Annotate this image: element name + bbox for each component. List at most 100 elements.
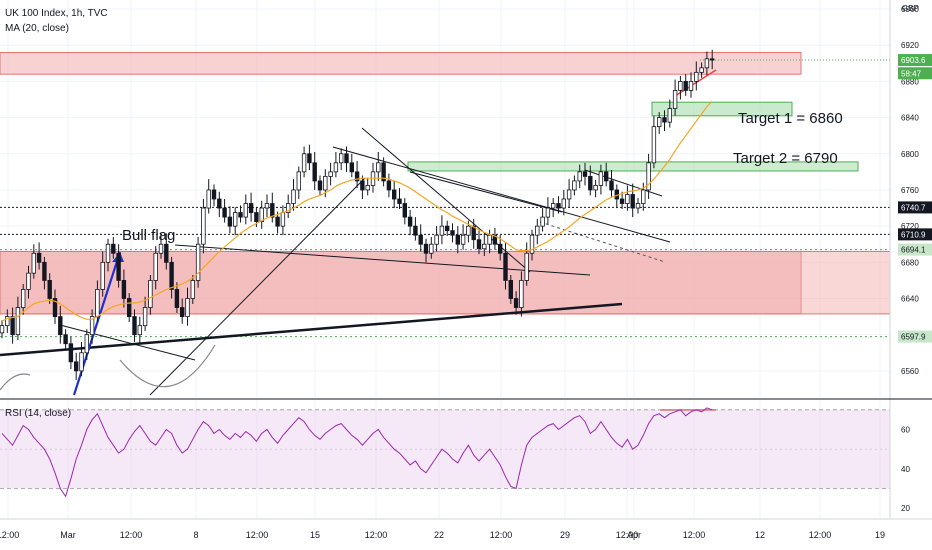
candle-body xyxy=(556,203,561,209)
price-label-bg xyxy=(898,228,932,241)
candle-body xyxy=(582,171,588,177)
curve-arc-left xyxy=(0,373,31,391)
candle-body xyxy=(243,203,248,218)
rising-trendline xyxy=(149,177,366,396)
candle-body xyxy=(79,352,84,372)
candle-body xyxy=(460,234,466,245)
candle-body xyxy=(407,216,413,227)
candle-body xyxy=(381,162,386,182)
price-tick-label: 6880 xyxy=(901,77,919,86)
time-tick-label: 12:00 xyxy=(246,530,269,540)
descending-trendline xyxy=(332,146,671,243)
rsi-series-line xyxy=(1,407,713,498)
candle-body xyxy=(179,307,185,317)
candle-body xyxy=(471,225,476,241)
price-label-bg xyxy=(898,330,932,343)
steep-trendline xyxy=(361,127,531,273)
price-label-bg xyxy=(898,54,932,67)
candle-body xyxy=(232,212,238,227)
candle-body xyxy=(158,243,164,254)
price-label: 6740.7 xyxy=(901,203,926,212)
candle-body xyxy=(227,216,233,227)
lower-trendline xyxy=(174,244,591,276)
candle-body xyxy=(503,252,508,281)
candle-body xyxy=(42,261,47,281)
candle-body xyxy=(476,239,482,250)
candle-body xyxy=(89,316,95,336)
candle-body xyxy=(195,243,201,281)
candle-body xyxy=(185,298,190,317)
candle-body xyxy=(566,189,572,200)
candle-body xyxy=(657,117,662,128)
time-tick-label: 8 xyxy=(193,530,198,540)
candle-body xyxy=(84,334,89,354)
candle-body xyxy=(68,343,74,363)
candle-body xyxy=(349,162,354,173)
candle-body xyxy=(572,180,577,191)
candle-body xyxy=(688,81,694,91)
time-tick-label: 12:00 xyxy=(683,530,706,540)
candle-body xyxy=(190,280,195,299)
candle-body xyxy=(455,234,460,245)
ma-series-line xyxy=(1,100,713,322)
time-tick-label: 12:00 xyxy=(490,530,513,540)
candle-body xyxy=(100,261,105,290)
symbol-header: UK 100 Index, 1h, TVC xyxy=(5,8,108,19)
candle-body xyxy=(5,316,10,327)
red-divergence-line xyxy=(674,69,717,97)
candle-body xyxy=(551,203,556,209)
candle-body xyxy=(444,225,450,232)
drawings xyxy=(0,69,717,411)
long-support-trendline xyxy=(0,302,623,357)
candle-body xyxy=(238,212,243,218)
price-tick-label: 6760 xyxy=(901,186,919,195)
price-tick-label: 6560 xyxy=(901,367,919,376)
price-label: 6694.1 xyxy=(901,246,926,255)
candle-body xyxy=(270,203,275,218)
level-lines xyxy=(0,59,890,338)
candle-body xyxy=(630,194,635,209)
candles xyxy=(0,49,715,380)
candle-body xyxy=(323,175,328,191)
time-tick-label: 12:00 xyxy=(120,530,143,540)
rsi-tick-label: 40 xyxy=(901,465,910,474)
annotation-texts: Bull flag Target 1 = 6860 Target 2 = 679… xyxy=(5,110,843,419)
time-tick-label: Mar xyxy=(60,530,76,540)
candle-body xyxy=(497,243,503,254)
candle-body xyxy=(376,162,381,173)
candle-body xyxy=(248,203,254,213)
candle-body xyxy=(360,180,365,191)
candle-body xyxy=(492,234,498,245)
candle-body xyxy=(487,234,492,245)
price-label: 58:47 xyxy=(901,69,922,78)
price-tick-label: 6800 xyxy=(901,150,919,159)
candle-body xyxy=(508,280,513,299)
candle-body xyxy=(662,117,667,123)
candle-body xyxy=(391,189,397,200)
candle-body xyxy=(678,81,683,91)
candle-body xyxy=(0,325,5,334)
candle-body xyxy=(95,289,100,317)
bull-flag-label: Bull flag xyxy=(122,227,175,244)
price-tick-label: 6920 xyxy=(901,41,919,50)
candle-body xyxy=(338,153,344,164)
rsi-tick-label: 60 xyxy=(901,426,910,435)
candle-body xyxy=(641,189,646,204)
price-label-bg xyxy=(898,243,932,256)
upper-channel xyxy=(409,171,563,213)
price-tick-label: 6680 xyxy=(901,258,919,267)
candle-body xyxy=(593,185,598,191)
candle-body xyxy=(296,171,301,191)
candle-body xyxy=(47,280,52,299)
candle-body xyxy=(254,212,259,223)
rsi-tick-label: 20 xyxy=(901,504,910,513)
ma-line xyxy=(1,100,713,322)
candle-body xyxy=(328,171,333,177)
candle-body xyxy=(619,198,625,204)
candle-body xyxy=(450,230,455,236)
price-label: 6710.9 xyxy=(901,230,926,239)
candle-body xyxy=(651,126,657,164)
time-axis: 12:00 Mar 12:00 8 12:00 15 12:00 22 12:00 29 12:00… xyxy=(0,518,932,540)
candle-body xyxy=(519,280,524,308)
candle-body xyxy=(211,189,217,200)
